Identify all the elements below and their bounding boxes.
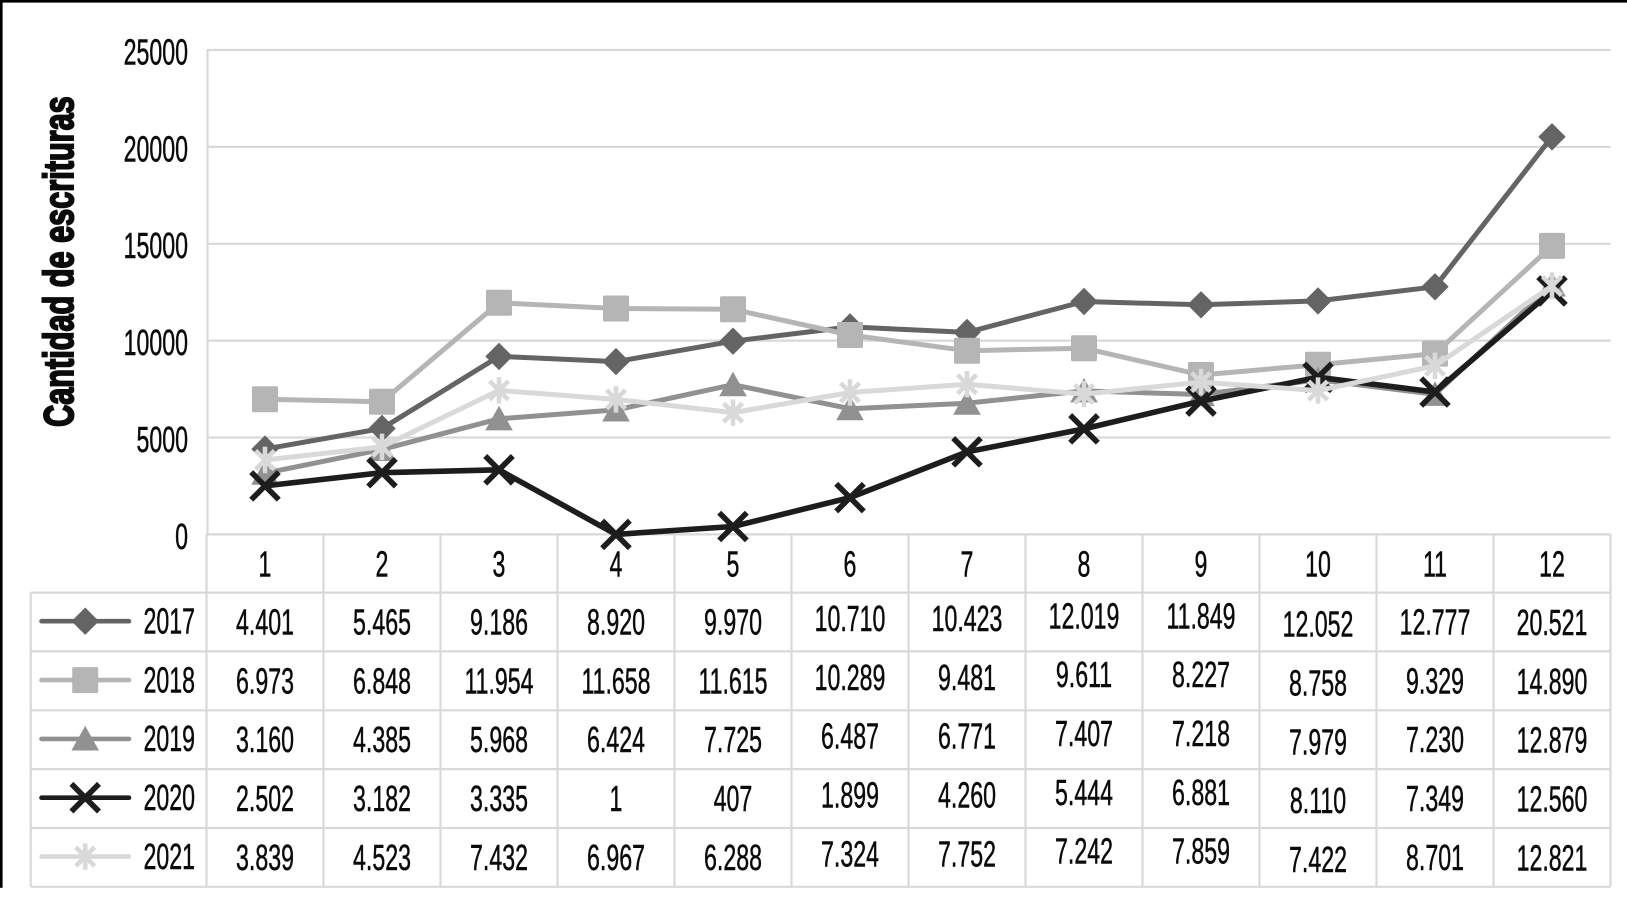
svg-text:12.777: 12.777: [1400, 602, 1471, 642]
svg-text:3.160: 3.160: [236, 720, 294, 760]
svg-text:9.970: 9.970: [704, 602, 762, 642]
svg-text:8.110: 8.110: [1290, 781, 1346, 821]
svg-text:Cantidad de escrituras: Cantidad de escrituras: [35, 96, 82, 427]
svg-text:12: 12: [1539, 544, 1565, 584]
svg-text:7.324: 7.324: [821, 834, 879, 874]
svg-text:7.230: 7.230: [1406, 720, 1464, 760]
svg-text:5.465: 5.465: [353, 602, 411, 642]
svg-text:10000: 10000: [124, 323, 188, 363]
svg-text:12.821: 12.821: [1517, 838, 1588, 878]
svg-text:7.242: 7.242: [1055, 831, 1113, 871]
svg-text:2019: 2019: [143, 719, 195, 759]
svg-text:4.523: 4.523: [353, 838, 411, 878]
svg-text:6.848: 6.848: [353, 661, 411, 701]
svg-text:6.288: 6.288: [704, 838, 762, 878]
svg-text:2020: 2020: [143, 778, 195, 818]
svg-text:7.349: 7.349: [1406, 779, 1464, 819]
svg-text:4.260: 4.260: [938, 775, 996, 815]
svg-text:10.710: 10.710: [815, 599, 886, 639]
svg-text:2018: 2018: [143, 660, 195, 700]
svg-text:6.973: 6.973: [236, 661, 294, 701]
svg-text:14.890: 14.890: [1517, 662, 1588, 702]
svg-text:3: 3: [493, 544, 506, 584]
svg-text:2.502: 2.502: [236, 779, 294, 819]
svg-text:6: 6: [844, 544, 857, 584]
svg-text:2017: 2017: [143, 601, 195, 641]
svg-text:6.487: 6.487: [821, 717, 879, 757]
svg-text:10: 10: [1305, 544, 1331, 584]
svg-text:1: 1: [610, 779, 623, 819]
svg-text:9.186: 9.186: [470, 602, 528, 642]
svg-text:2021: 2021: [143, 837, 195, 877]
svg-text:6.771: 6.771: [938, 717, 996, 757]
svg-text:20000: 20000: [124, 129, 188, 169]
svg-text:9: 9: [1195, 544, 1208, 584]
svg-text:10.289: 10.289: [815, 658, 886, 698]
svg-text:3.335: 3.335: [470, 779, 528, 819]
svg-text:8.758: 8.758: [1289, 663, 1347, 703]
svg-text:9.329: 9.329: [1406, 661, 1464, 701]
svg-text:11.849: 11.849: [1166, 596, 1235, 636]
svg-text:8.227: 8.227: [1172, 655, 1230, 695]
svg-text:7.725: 7.725: [704, 720, 762, 760]
svg-text:5.968: 5.968: [470, 720, 528, 760]
svg-text:15000: 15000: [124, 226, 188, 266]
svg-text:4.401: 4.401: [236, 602, 294, 642]
svg-text:6.967: 6.967: [587, 838, 645, 878]
svg-text:5000: 5000: [136, 420, 188, 460]
svg-text:8.920: 8.920: [587, 602, 645, 642]
svg-text:3.182: 3.182: [353, 779, 411, 819]
svg-text:5.444: 5.444: [1055, 773, 1113, 813]
svg-text:9.611: 9.611: [1056, 655, 1112, 695]
svg-text:11: 11: [1423, 544, 1447, 584]
svg-text:20.521: 20.521: [1517, 603, 1588, 643]
svg-text:12.052: 12.052: [1283, 605, 1354, 645]
svg-text:12.560: 12.560: [1517, 779, 1588, 819]
svg-text:0: 0: [175, 517, 188, 557]
svg-text:12.019: 12.019: [1049, 596, 1120, 636]
svg-text:7.752: 7.752: [938, 834, 996, 874]
svg-text:7: 7: [961, 544, 974, 584]
svg-text:8.701: 8.701: [1406, 838, 1464, 878]
svg-text:12.879: 12.879: [1517, 721, 1588, 761]
svg-text:7.407: 7.407: [1055, 714, 1113, 754]
svg-text:7.432: 7.432: [470, 838, 528, 878]
svg-text:25000: 25000: [124, 32, 188, 72]
svg-text:3.839: 3.839: [236, 838, 294, 878]
svg-text:1: 1: [259, 544, 272, 584]
svg-text:7.979: 7.979: [1289, 722, 1347, 762]
svg-text:11.658: 11.658: [581, 661, 650, 701]
svg-text:8: 8: [1078, 544, 1091, 584]
svg-text:4: 4: [610, 544, 623, 584]
svg-text:7.422: 7.422: [1289, 840, 1347, 880]
svg-text:10.423: 10.423: [932, 599, 1003, 639]
svg-text:11.615: 11.615: [698, 661, 767, 701]
svg-text:11.954: 11.954: [464, 661, 533, 701]
svg-text:1.899: 1.899: [821, 775, 879, 815]
svg-text:7.859: 7.859: [1172, 831, 1230, 871]
svg-text:6.424: 6.424: [587, 720, 645, 760]
svg-text:6.881: 6.881: [1172, 773, 1230, 813]
svg-text:2: 2: [376, 544, 389, 584]
svg-text:9.481: 9.481: [938, 658, 996, 698]
svg-text:407: 407: [714, 779, 753, 819]
svg-text:7.218: 7.218: [1172, 714, 1230, 754]
svg-text:5: 5: [727, 544, 740, 584]
svg-text:4.385: 4.385: [353, 720, 411, 760]
